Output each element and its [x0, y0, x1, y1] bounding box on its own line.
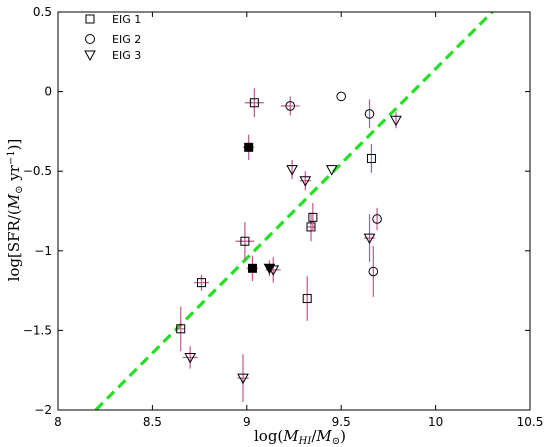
plot-frame [57, 11, 531, 411]
marker-triangle [325, 165, 338, 176]
marker-square [244, 142, 254, 152]
marker-triangle [237, 373, 249, 385]
axis-ticks: 8 8.5 9 9.5 10 10.5 0.5 0 −0.5 −1 −1.5 −2 [23, 5, 544, 429]
data-point-square [308, 203, 318, 232]
x-axis-label: log(MHI/M⊙) [254, 427, 346, 447]
legend-square-marker [85, 14, 95, 24]
marker-circle [285, 101, 296, 111]
data-point-circle [336, 91, 347, 102]
marker-triangle [390, 115, 402, 127]
legend-circle-marker [85, 34, 95, 44]
data-point-circle [364, 99, 375, 129]
data-point-square [193, 274, 210, 291]
legend-label-eig1: EIG 1 [112, 13, 141, 26]
data-point-square [306, 212, 316, 242]
marker-square [247, 263, 257, 273]
marker-square [196, 278, 206, 288]
data-point-filled-triangle-down [263, 260, 276, 277]
marker-triangle [263, 263, 276, 275]
data-point-triangle-down [325, 165, 338, 176]
data-point-circle [280, 96, 300, 116]
legend-triangle-marker [84, 50, 96, 62]
data-point-circle [372, 207, 382, 231]
x-tick-label: 10.5 [517, 415, 544, 429]
data-point-triangle-down [182, 346, 198, 369]
x-tick-label: 9.5 [332, 415, 351, 429]
y-tick-label: 0 [44, 85, 52, 99]
data-point-square [244, 88, 264, 118]
y-tick-label: −1 [34, 244, 52, 258]
data-point-square [176, 306, 186, 352]
marker-square [308, 212, 318, 222]
y-tick-label: −1.5 [23, 323, 52, 337]
data-point-triangle-down [363, 214, 376, 262]
marker-circle [364, 109, 375, 119]
data-points-layer [176, 88, 402, 403]
legend-label-eig3: EIG 3 [112, 49, 141, 62]
fit-line-layer [94, 12, 494, 410]
fit-line [94, 12, 494, 410]
y-tick-label: −0.5 [23, 164, 52, 178]
x-tick-label: 10 [428, 415, 443, 429]
data-point-square [366, 144, 376, 173]
marker-triangle [299, 176, 312, 187]
marker-triangle [363, 233, 376, 245]
y-tick-label: −2 [34, 403, 52, 417]
data-point-circle [368, 246, 379, 297]
data-point-triangle-down [286, 160, 298, 180]
data-point-triangle-down [299, 171, 312, 191]
x-tick-label: 9 [243, 415, 251, 429]
marker-square [240, 236, 250, 246]
marker-square [302, 294, 312, 304]
data-point-triangle-down [237, 354, 249, 403]
y-tick-label: 0.5 [33, 5, 52, 19]
y-axis-label: log[SFR/(M⊙ yr−1)] [5, 139, 25, 282]
legend-label-eig2: EIG 2 [112, 33, 141, 46]
marker-square [306, 222, 316, 232]
marker-circle [336, 91, 347, 102]
marker-square [176, 324, 186, 334]
data-point-filled-square [243, 134, 255, 161]
legend: EIG 1 EIG 2 EIG 3 [84, 13, 141, 62]
data-point-filled-square [246, 255, 259, 282]
marker-circle [372, 214, 382, 224]
marker-square [366, 153, 376, 163]
data-point-square [235, 222, 255, 261]
x-tick-label: 8 [54, 415, 62, 429]
data-point-square [302, 276, 312, 321]
marker-square [249, 98, 259, 108]
marker-circle [368, 266, 379, 277]
marker-triangle [184, 352, 197, 364]
data-point-triangle-down [390, 112, 402, 129]
marker-triangle [286, 165, 298, 176]
x-tick-label: 8.5 [143, 415, 162, 429]
